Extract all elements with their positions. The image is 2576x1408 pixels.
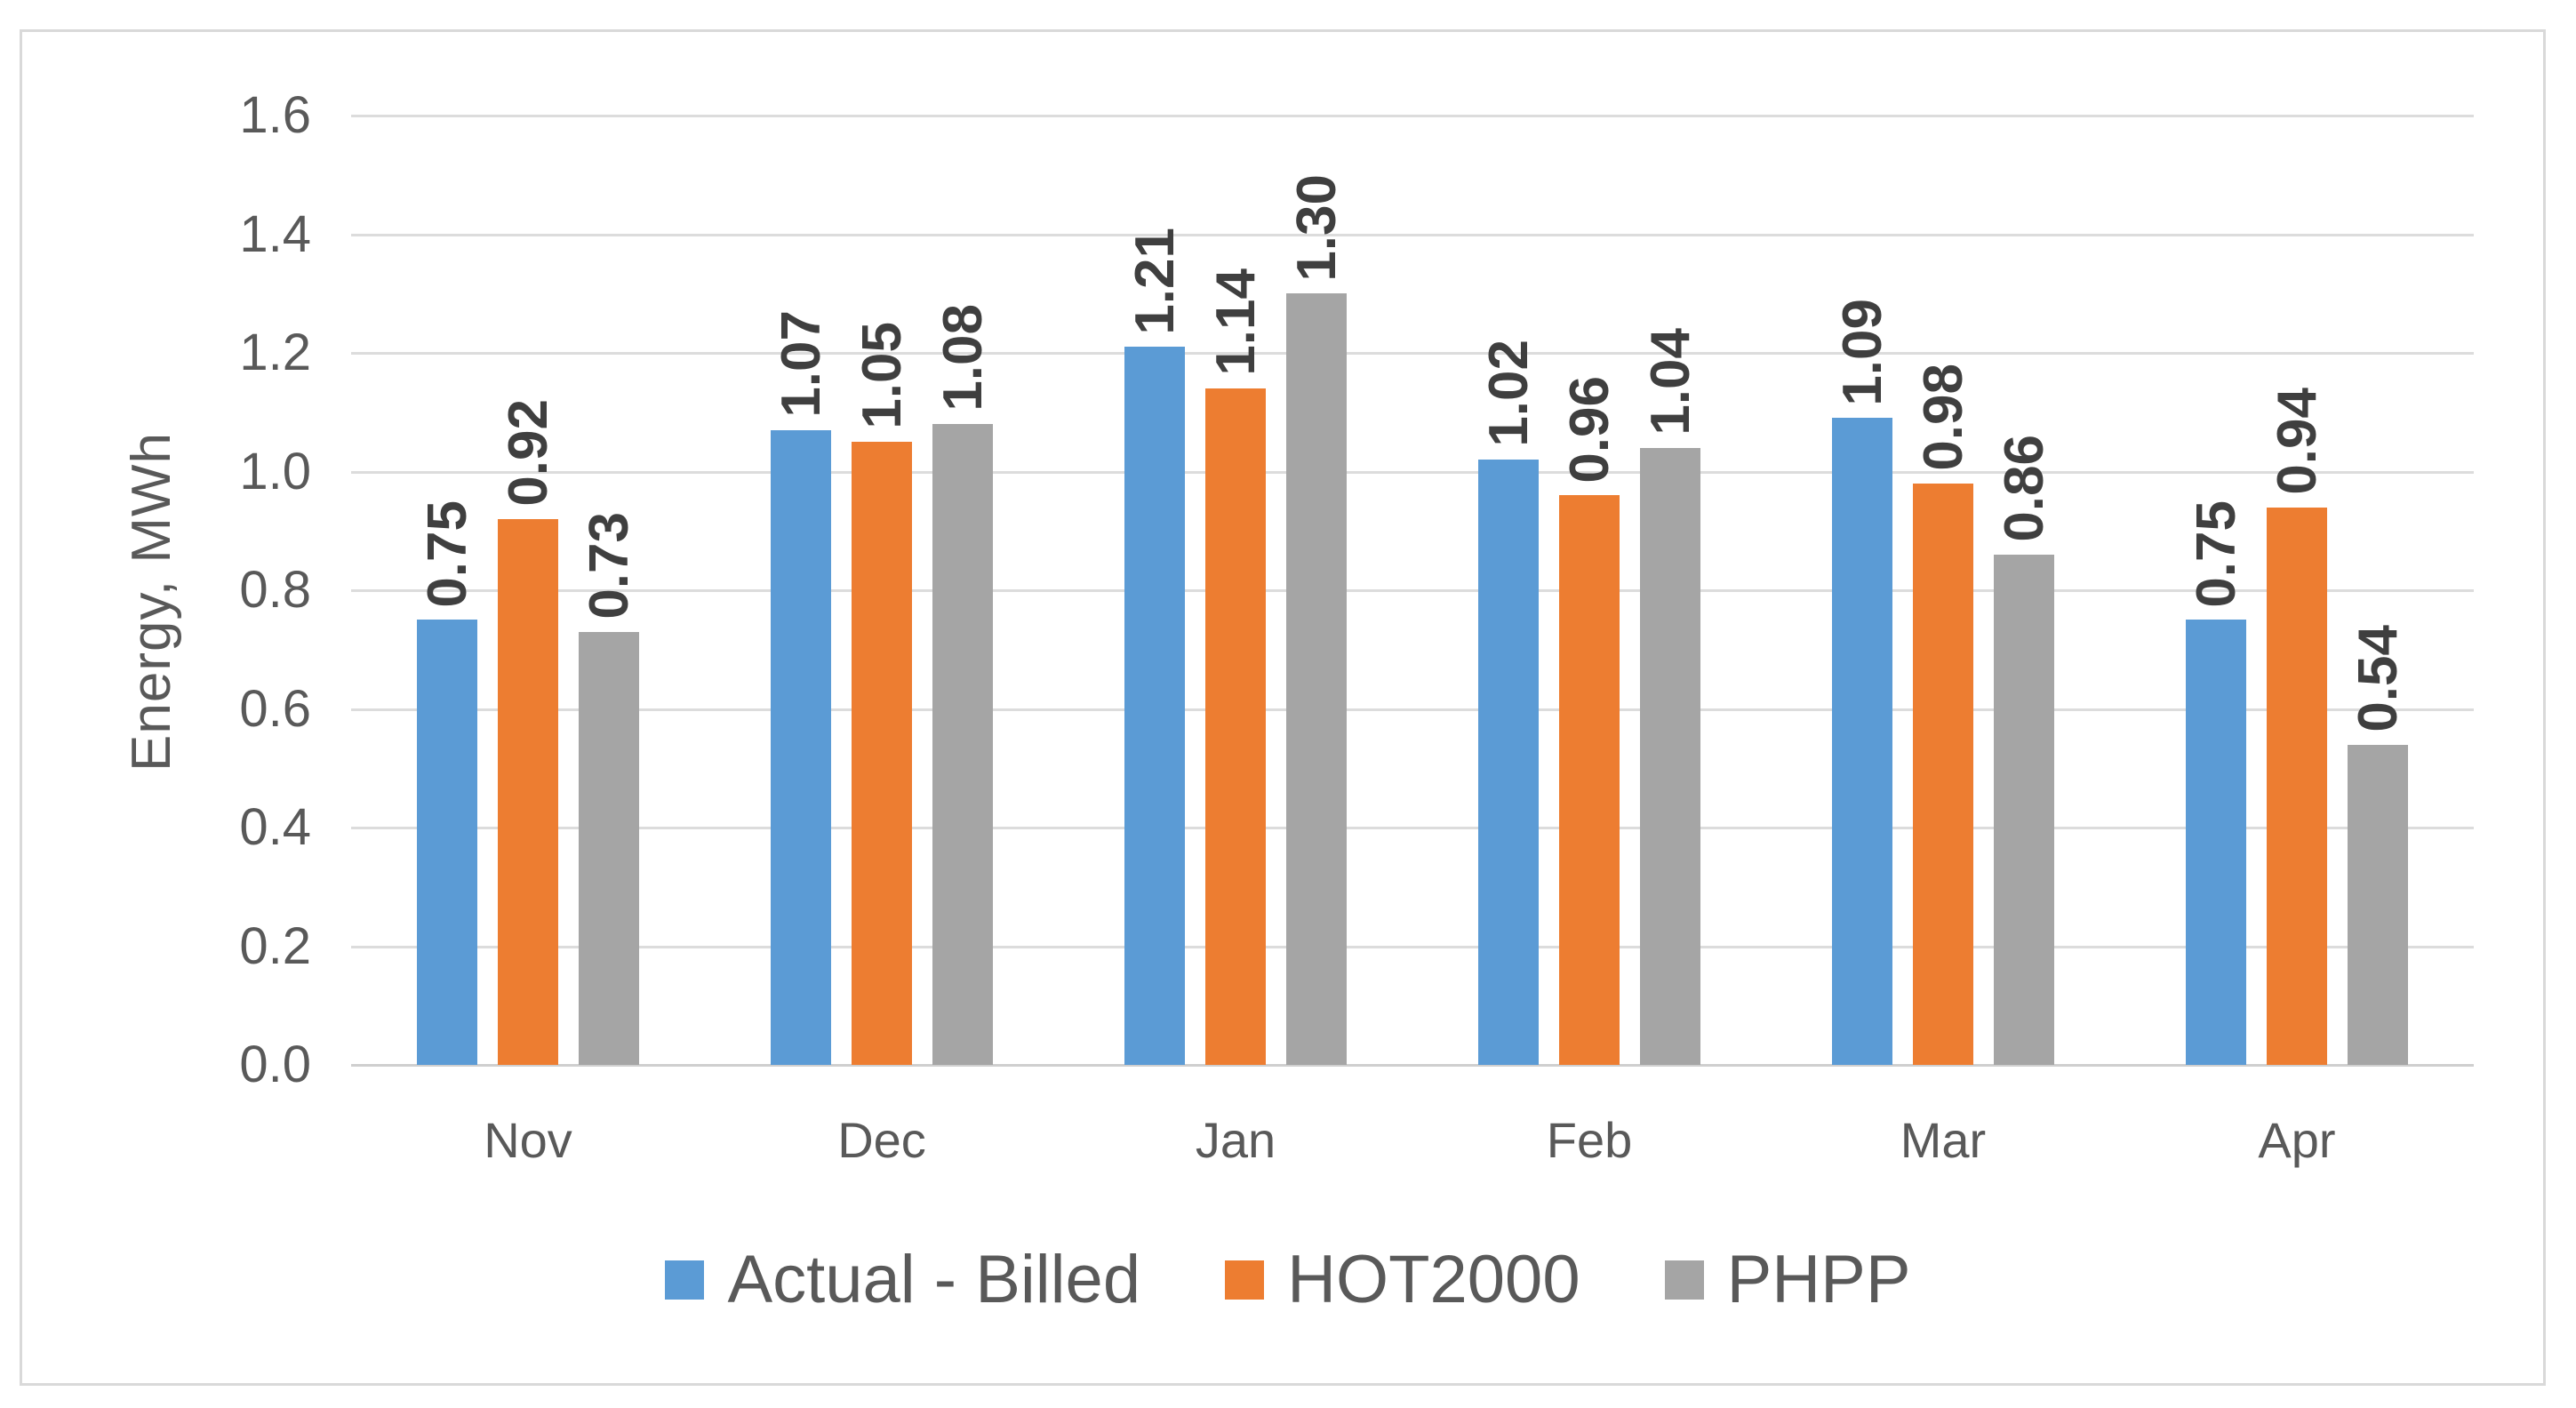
bar-cell: 0.86 [1993,116,2056,1065]
bar-actual-billed [1124,347,1185,1065]
bar-hot2000 [2267,507,2327,1065]
legend-marker-icon [665,1260,705,1300]
bar-cell: 0.96 [1558,116,1621,1065]
legend: Actual - Billed HOT2000 PHPP [0,1244,2576,1316]
data-label: 0.54 [2347,624,2409,732]
legend-item: PHPP [1664,1242,1911,1317]
bar-cell: 0.94 [2266,116,2329,1065]
bar-cell: 1.05 [851,116,914,1065]
bar-cell: 0.54 [2347,116,2410,1065]
bar-phpp [2348,744,2408,1065]
gridline [351,589,2474,592]
data-label: 0.75 [416,500,478,608]
bar-actual-billed [417,620,477,1065]
bar-cell: 1.21 [1124,116,1187,1065]
bar-cell: 1.30 [1285,116,1348,1065]
bar-cell: 1.02 [1477,116,1540,1065]
gridline [351,115,2474,117]
plot-area: 0.75 0.92 0.73 1.07 1.05 1.08 1.21 1.14 1.30 1.02… [351,116,2474,1065]
bar-cluster-feb: 1.02 0.96 1.04 [1412,116,1766,1065]
bar-cluster-dec: 1.07 1.05 1.08 [705,116,1059,1065]
bar-cell: 1.04 [1639,116,1702,1065]
bar-actual-billed [771,429,831,1065]
x-axis-labels: Nov Dec Jan Feb Mar Apr [351,1113,2474,1168]
bar-hot2000 [1205,388,1266,1065]
chart-frame: Energy, MWh 0.0 0.2 0.4 0.6 0.8 1.0 1.2 1.4 1.6 … [20,29,2546,1386]
bar-phpp [579,631,639,1065]
bar-cell: 1.08 [932,116,995,1065]
bar-actual-billed [1832,418,1892,1065]
bar-phpp [1994,554,2054,1065]
data-label: 0.86 [1993,435,2055,542]
legend-label: PHPP [1726,1242,1911,1317]
bar-phpp [1640,447,1700,1065]
bar-hot2000 [852,442,912,1065]
y-axis-tick-label: 1.2 [239,324,311,381]
gridline [351,233,2474,236]
legend-marker-icon [1225,1260,1265,1300]
legend-label: HOT2000 [1287,1242,1580,1317]
x-axis-label: Nov [484,1112,572,1168]
bar-hot2000 [1559,495,1620,1065]
bar-cell: 0.75 [2185,116,2248,1065]
data-label: 1.05 [851,322,913,430]
x-axis-label: Dec [837,1112,926,1168]
y-axis-tick-label: 1.0 [239,442,311,500]
y-axis-tick-label: 0.6 [239,679,311,738]
gridline [351,945,2474,948]
bar-hot2000 [498,518,558,1065]
y-axis-tick-label: 1.4 [239,204,311,263]
bar-cell: 0.73 [578,116,641,1065]
data-label: 1.08 [932,304,994,412]
y-axis-tick-label: 0.4 [239,798,311,856]
y-axis-tick-label: 1.6 [239,86,311,144]
data-label: 1.04 [1639,328,1701,436]
bar-cell: 1.07 [770,116,833,1065]
data-label: 1.02 [1477,340,1540,448]
bar-phpp [932,424,993,1065]
bar-hot2000 [1913,483,1973,1065]
bar-phpp [1286,293,1347,1065]
bar-actual-billed [2186,620,2246,1065]
bar-cluster-apr: 0.75 0.94 0.54 [2120,116,2474,1065]
y-axis-tick-label: 0.8 [239,561,311,619]
data-label: 0.75 [2185,500,2247,608]
y-axis-tick-label: 0.2 [239,916,311,975]
gridline [351,827,2474,829]
data-label: 0.92 [497,399,559,507]
bar-cluster-mar: 1.09 0.98 0.86 [1766,116,2120,1065]
data-label: 0.73 [578,512,640,620]
legend-marker-icon [1664,1260,1704,1300]
x-axis-line [351,1064,2474,1067]
legend-item: Actual - Billed [665,1244,1140,1316]
data-label: 0.96 [1558,375,1620,484]
data-label: 1.09 [1831,298,1893,406]
y-axis-tick-label: 0.0 [239,1036,311,1093]
bar-cluster-nov: 0.75 0.92 0.73 [351,116,705,1065]
x-axis-label: Mar [1900,1112,1987,1168]
data-label: 1.14 [1204,268,1267,377]
x-axis-label: Apr [2258,1112,2336,1168]
bar-cell: 0.98 [1912,116,1975,1065]
x-axis-label: Jan [1195,1112,1276,1168]
legend-label: Actual - Billed [727,1242,1141,1317]
bar-cell: 1.14 [1204,116,1268,1065]
gridline [351,352,2474,355]
data-label: 1.30 [1285,173,1348,282]
data-label: 1.07 [770,310,832,418]
bar-cell: 0.75 [416,116,479,1065]
data-label: 0.94 [2266,387,2328,495]
bar-cell: 0.92 [497,116,560,1065]
gridline [351,470,2474,474]
bar-cluster-jan: 1.21 1.14 1.30 [1059,116,1412,1065]
bar-cell: 1.09 [1831,116,1894,1065]
bar-actual-billed [1478,460,1539,1065]
data-label: 0.98 [1912,364,1974,471]
x-axis-label: Feb [1546,1112,1633,1168]
legend-item: HOT2000 [1225,1244,1580,1316]
gridline [351,708,2474,711]
data-label: 1.21 [1124,227,1186,335]
